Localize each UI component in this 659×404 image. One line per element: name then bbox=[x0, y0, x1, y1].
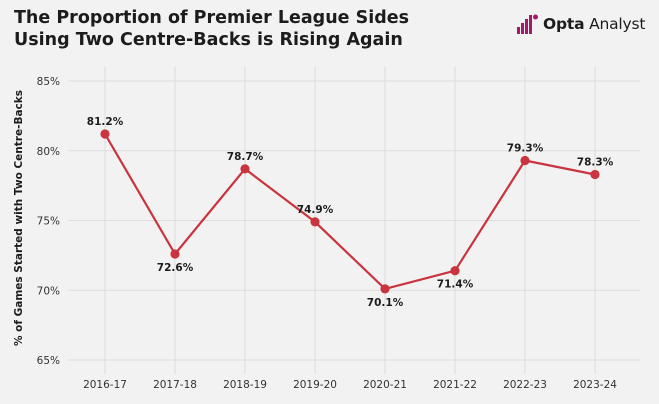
opta-logo-icon bbox=[517, 14, 538, 34]
data-label: 81.2% bbox=[87, 116, 124, 128]
data-point bbox=[450, 266, 460, 276]
data-label: 71.4% bbox=[437, 279, 474, 291]
data-label: 79.3% bbox=[507, 143, 544, 155]
x-tick-label: 2020-21 bbox=[363, 379, 407, 391]
brand-suffix: Analyst bbox=[589, 15, 646, 33]
data-point bbox=[240, 164, 250, 174]
x-tick-label: 2018-19 bbox=[223, 379, 267, 391]
data-point bbox=[100, 129, 110, 139]
y-tick-label: 65% bbox=[37, 355, 60, 367]
y-tick-label: 85% bbox=[37, 76, 60, 88]
logo-bar bbox=[525, 19, 528, 34]
logo-bar bbox=[517, 27, 520, 34]
data-labels: 81.2% 72.6% 78.7% 74.9% 70.1% 71.4% 79.3% 78.3% bbox=[87, 116, 614, 309]
opta-analyst-logo: Opta Analyst bbox=[517, 12, 645, 36]
data-point bbox=[590, 169, 600, 180]
data-label: 74.9% bbox=[297, 204, 334, 216]
x-axis-ticks: 2016-17 2017-18 2018-19 2019-20 2020-21 2021-… bbox=[83, 379, 617, 391]
data-label: 70.1% bbox=[367, 297, 404, 309]
y-tick-label: 75% bbox=[37, 216, 60, 228]
x-tick-label: 2016-17 bbox=[83, 379, 127, 391]
chart-title: The Proportion of Premier League Sides U… bbox=[14, 8, 410, 50]
x-tick-label: 2023-24 bbox=[573, 379, 617, 391]
y-axis-label: % of Games Started with Two Centre-Backs bbox=[13, 90, 25, 346]
data-label: 72.6% bbox=[157, 262, 194, 274]
y-axis-ticks: 65% 70% 75% 80% 85% bbox=[37, 76, 60, 367]
data-point bbox=[520, 155, 530, 166]
logo-bar bbox=[529, 15, 532, 34]
brand-name: Opta Analyst bbox=[543, 15, 645, 33]
x-tick-label: 2019-20 bbox=[293, 379, 337, 391]
data-point bbox=[310, 217, 320, 227]
y-tick-label: 70% bbox=[37, 285, 60, 297]
logo-dot bbox=[533, 14, 538, 20]
data-points bbox=[100, 129, 600, 294]
data-label: 78.7% bbox=[227, 151, 264, 163]
grid bbox=[68, 67, 640, 374]
logo-bar bbox=[521, 23, 524, 34]
y-tick-label: 80% bbox=[37, 146, 60, 158]
series-line bbox=[104, 133, 596, 291]
data-point bbox=[380, 284, 390, 294]
x-tick-label: 2021-22 bbox=[433, 379, 477, 391]
x-tick-label: 2022-23 bbox=[503, 379, 547, 391]
data-point bbox=[170, 249, 180, 259]
data-label: 78.3% bbox=[577, 156, 614, 168]
x-tick-label: 2017-18 bbox=[153, 379, 197, 391]
brand-prefix: Opta bbox=[543, 15, 585, 33]
